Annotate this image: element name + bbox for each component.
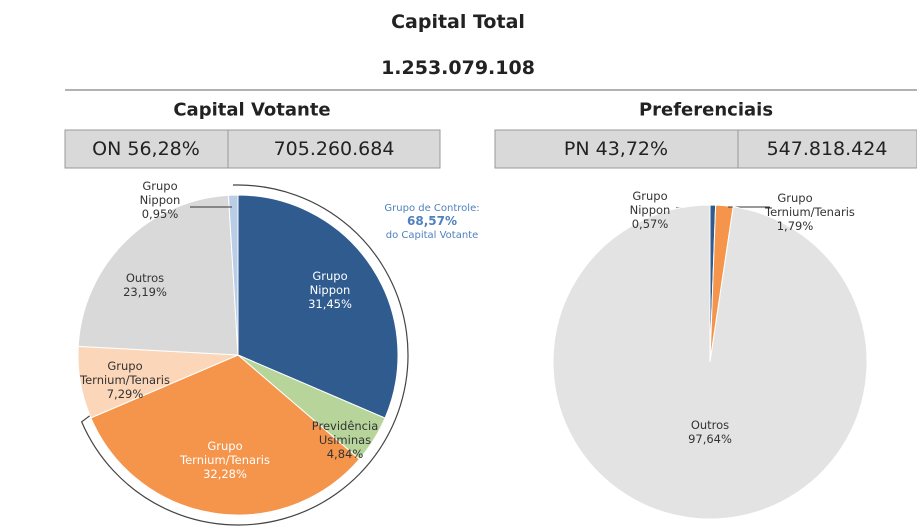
annotation: Grupo de Controle: 68,57% do Capital Votan… [384,202,479,242]
slice-value: 31,45% [308,297,352,311]
slice-label: Grupo Nippon 0,95% [130,179,190,221]
slice-name: Outros [690,418,730,432]
slice-name: Previdência Usiminas [311,419,379,447]
slice-label: Grupo Nippon 31,45% [300,269,360,311]
slice-value: 1,79% [776,219,814,233]
pie-slice [237,194,399,419]
slice-label: Grupo Ternium/Tenaris 7,29% [80,359,170,401]
annotation-text: do Capital Votante [385,230,479,241]
slice-value: 23,19% [123,285,167,299]
slice-label: Previdência Usiminas 4,84% [308,419,383,461]
slice-value: 7,29% [106,387,144,401]
total: 1.253.079.108 [381,57,535,79]
slice-label: Grupo Nippon 0,57% [620,189,680,231]
title: Capital Total [391,11,525,33]
slice-value: 32,28% [203,467,247,481]
slice-value: 0,57% [631,217,669,231]
annotation-value-row: 68,57% [384,215,479,229]
slice-name: Grupo Ternium/Tenaris [80,359,170,387]
slice-name: Grupo Nippon [309,269,351,297]
share-label: ON 56,28% [92,138,200,160]
share-amount: 547.818.424 [766,138,888,160]
pie-slice [77,194,239,356]
pie-slice [90,354,361,516]
section-title: Capital Votante [173,99,331,121]
pie-slice [552,204,868,520]
annotation-arc [80,184,409,526]
slice-label: Grupo Ternium/Tenaris 32,28% [175,439,275,481]
share-amount: 705.260.684 [273,138,395,160]
section-title: Preferenciais [638,99,774,121]
pie-slice [227,194,239,356]
slice-label: Outros 97,64% [680,418,740,446]
share-box [64,129,441,169]
annotation-value: 68,57% [407,214,457,228]
share-label: PN 43,72% [563,138,669,160]
slice-value: 4,84% [326,447,364,461]
slice-name: Grupo Nippon [629,189,671,217]
annotation-title: Grupo de Controle: [384,203,480,214]
slice-name: Grupo Ternium/Tenaris [180,439,270,467]
slice-label: Outros 23,19% [110,271,180,299]
slice-name: Grupo Nippon [139,179,181,207]
slice-value: 97,64% [688,432,732,446]
share-box [494,129,917,169]
slice-label: Grupo Ternium/Tenaris 1,79% [765,191,855,233]
slice-name: Grupo Ternium/Tenaris [765,191,855,219]
slice-value: 0,95% [141,207,179,221]
slice-name: Outros [125,271,165,285]
